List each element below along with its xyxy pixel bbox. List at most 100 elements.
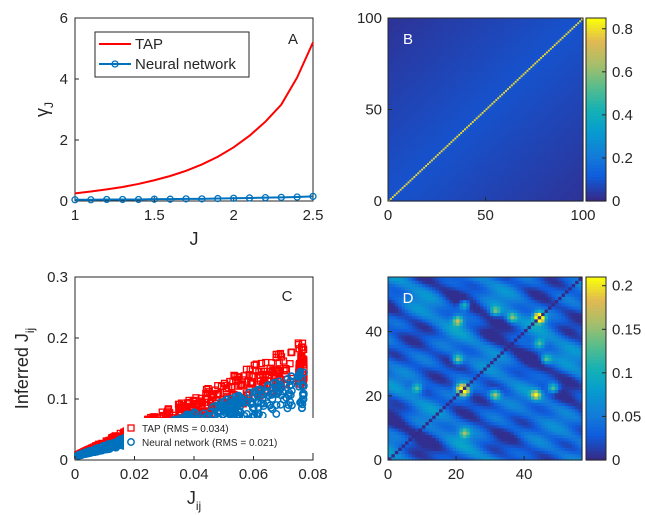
heatmap-cell [458,118,461,122]
heatmap-cell [579,122,582,125]
heatmap-cell [446,149,450,153]
heatmap-cell [464,188,467,191]
heatmap-cell [514,138,518,142]
heatmap-cell [446,160,450,164]
heatmap-cell [389,140,393,144]
heatmap-cell [434,188,438,191]
heatmap-cell [581,179,584,182]
heatmap-cell [475,135,479,138]
heatmap-cell [466,138,469,142]
heatmap-cell [565,179,568,182]
heatmap-cell [512,173,516,176]
heatmap-cell [487,155,490,158]
heatmap-cell [485,199,489,202]
heatmap-cell [432,124,436,127]
heatmap-cell [473,127,477,131]
heatmap-cell [553,151,557,155]
heatmap-cell [489,175,492,178]
heatmap-cell [501,113,504,116]
heatmap-cell [538,118,541,122]
heatmap-cell [581,142,584,145]
heatmap-cell [567,116,570,120]
heatmap-cell [462,146,465,149]
heatmap-cell [466,160,469,164]
heatmap-cell [464,164,467,167]
heatmap-cell [563,116,567,120]
heatmap-cell [493,199,496,202]
heatmap-cell [581,186,584,189]
heatmap-cell [434,135,438,138]
heatmap-cell [487,124,490,127]
heatmap-cell [427,151,430,155]
heatmap-cell [442,135,446,138]
heatmap-cell [479,144,483,147]
heatmap-cell [409,158,412,162]
heatmap-cell [477,122,481,125]
heatmap-cell [411,160,414,164]
heatmap-cell [487,153,490,156]
heatmap-cell [452,197,455,200]
heatmap-cell [479,114,483,118]
heatmap-cell [415,114,418,118]
heatmap-cell [530,144,533,147]
heatmap-cell [458,155,461,158]
heatmap-cell [469,147,473,151]
heatmap-cell [403,188,407,191]
heatmap-cell [540,169,543,173]
heatmap-cell [446,109,450,112]
heatmap-cell [458,179,461,182]
heatmap-cell [428,114,432,118]
heatmap-cell [479,125,483,129]
heatmap-cell [508,188,512,191]
heatmap-cell [545,131,549,134]
heatmap-cell [516,136,520,140]
heatmap-cell [497,129,500,133]
heatmap-cell [542,133,545,136]
heatmap-cell [475,155,479,158]
heatmap-cell [499,164,502,167]
heatmap-cell [510,155,514,158]
heatmap-cell [581,184,584,187]
heatmap-cell [534,197,537,200]
heatmap-cell [485,113,489,116]
heatmap-cell [467,114,471,118]
heatmap-cell [565,116,568,120]
heatmap-cell [499,155,502,158]
heatmap-cell [469,169,473,173]
heatmap-cell [409,138,412,142]
heatmap-cell [419,133,422,136]
heatmap-cell [427,129,430,133]
heatmap-cell [581,135,584,138]
heatmap-cell [547,157,551,160]
heatmap-cell [528,129,531,133]
heatmap-cell [495,122,498,125]
heatmap-cell [419,158,422,162]
heatmap-cell [464,125,467,129]
heatmap-cell [493,162,496,165]
heatmap-cell [458,188,461,191]
heatmap-cell [495,133,498,136]
heatmap-cell [388,160,391,164]
heatmap-cell [524,173,528,176]
heatmap-cell [475,136,479,140]
heatmap-cell [545,164,549,167]
heatmap-cell [561,182,565,186]
heatmap-cell [534,149,537,153]
heatmap-cell [452,160,455,164]
heatmap-cell [456,184,459,187]
heatmap-cell [538,144,541,147]
heatmap-cell [569,164,572,167]
heatmap-cell [442,173,446,176]
heatmap-cell [446,193,450,197]
heatmap-cell [485,168,489,171]
heatmap-cell [440,146,444,149]
heatmap-cell [542,188,545,191]
heatmap-cell [505,182,508,186]
heatmap-cell [577,120,580,123]
heatmap-cell [467,133,471,136]
heatmap-cell [518,135,522,138]
heatmap-cell [508,199,512,202]
heatmap-cell [397,182,401,186]
heatmap-cell [503,113,506,116]
heatmap-cell [469,138,473,142]
